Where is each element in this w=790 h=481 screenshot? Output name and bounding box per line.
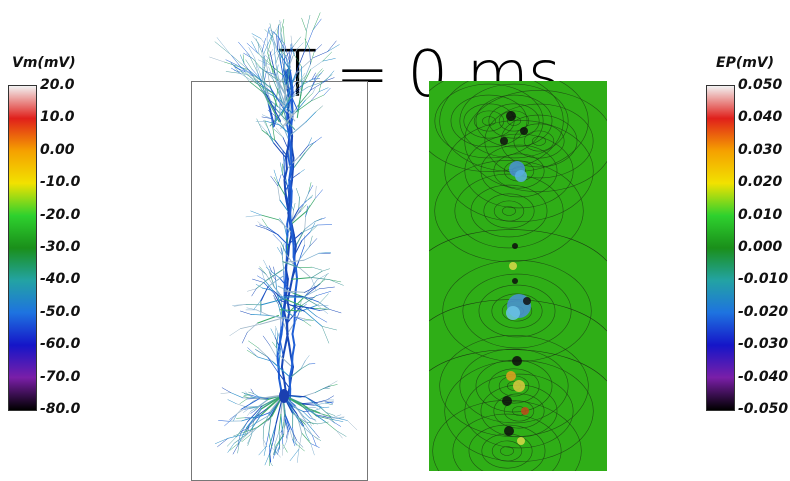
ep-tick-label: 0.020 [738,175,782,189]
ep-colorbar-title: EP(mV) [716,55,774,71]
ep-tick-label: 0.010 [738,208,782,222]
ep-tick-label: 0.050 [738,78,782,92]
ep-tick-label: -0.040 [738,370,788,384]
ep-tick-label: -0.030 [738,337,788,351]
ep-tick-label: 0.000 [738,240,782,254]
neuron-morphology [0,0,790,466]
potential-contour-map [429,81,607,471]
ep-tick-label: -0.050 [738,402,788,416]
extracellular-potential-field [429,81,607,471]
ep-colorbar [706,85,735,411]
ep-tick-label: 0.030 [738,143,782,157]
ep-tick-label: -0.010 [738,272,788,286]
ep-tick-label: 0.040 [738,110,782,124]
ep-tick-label: -0.020 [738,305,788,319]
